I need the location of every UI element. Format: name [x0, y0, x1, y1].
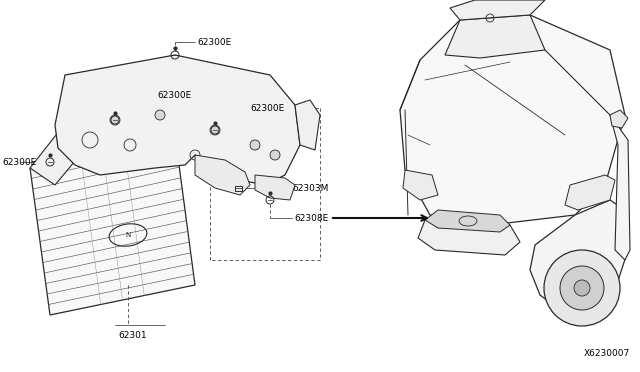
Polygon shape	[610, 110, 628, 128]
Circle shape	[574, 280, 590, 296]
Text: X6230007: X6230007	[584, 349, 630, 358]
Polygon shape	[610, 115, 630, 260]
Circle shape	[270, 150, 280, 160]
Text: 62303M: 62303M	[292, 183, 328, 192]
Circle shape	[155, 110, 165, 120]
Bar	[234, 186, 241, 190]
Polygon shape	[445, 15, 545, 58]
Text: 62300E: 62300E	[157, 90, 191, 99]
Text: 62308E: 62308E	[294, 214, 328, 222]
Polygon shape	[295, 100, 320, 150]
Polygon shape	[530, 200, 628, 310]
Circle shape	[110, 115, 120, 125]
Circle shape	[544, 250, 620, 326]
Polygon shape	[565, 175, 615, 210]
Circle shape	[210, 125, 220, 135]
Polygon shape	[255, 175, 295, 200]
Polygon shape	[55, 55, 300, 185]
Text: N: N	[125, 232, 131, 238]
Polygon shape	[425, 210, 510, 232]
Polygon shape	[400, 15, 625, 225]
Polygon shape	[30, 135, 195, 315]
Text: 62301: 62301	[118, 330, 147, 340]
Polygon shape	[403, 170, 438, 200]
Polygon shape	[195, 155, 250, 195]
Text: 62300E: 62300E	[197, 38, 231, 46]
Text: 62300E: 62300E	[250, 103, 284, 112]
Circle shape	[560, 266, 604, 310]
Polygon shape	[418, 220, 520, 255]
Polygon shape	[450, 0, 545, 20]
Polygon shape	[30, 130, 80, 185]
Text: 62300E: 62300E	[2, 157, 36, 167]
Circle shape	[250, 140, 260, 150]
